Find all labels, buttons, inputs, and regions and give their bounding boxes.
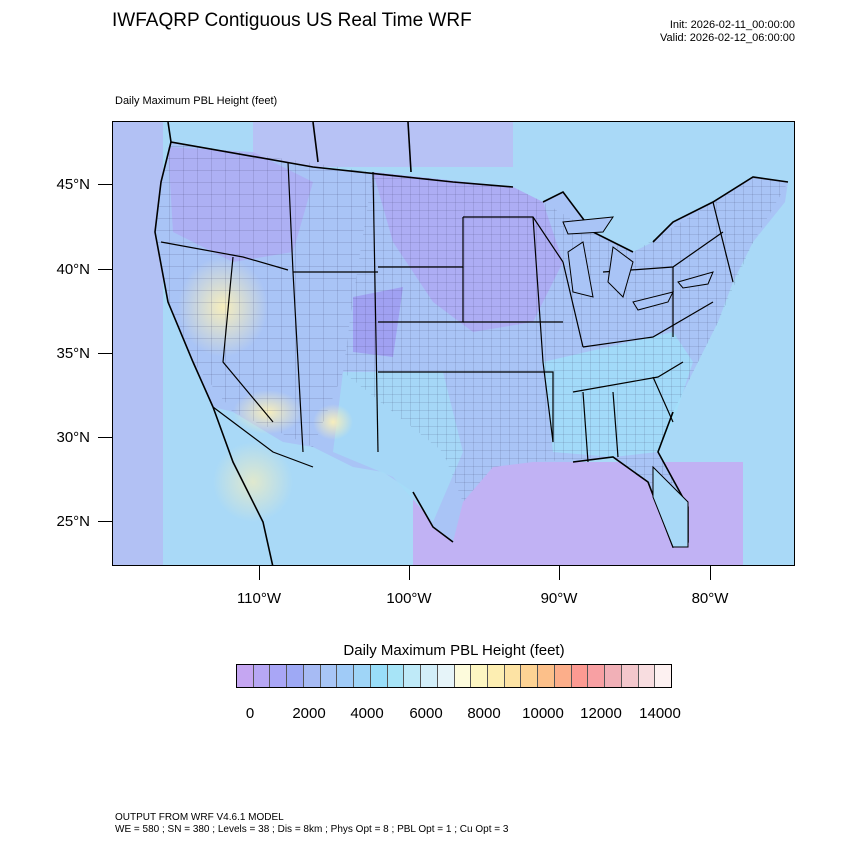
- florida-peninsula: [652, 465, 689, 548]
- map-svg: [113, 122, 794, 565]
- valid-time: Valid: 2026-02-12_06:00:00: [660, 32, 795, 44]
- colorbar-swatch: [370, 665, 388, 687]
- colorbar-swatch: [504, 665, 522, 687]
- coastlines: [154, 122, 789, 565]
- field-label: Daily Maximum PBL Height (feet): [115, 95, 278, 107]
- colorbar-swatch: [237, 665, 254, 687]
- colorbar-swatch: [421, 665, 438, 687]
- model-footer: OUTPUT FROM WRF V4.6.1 MODEL WE = 580 ; …: [115, 812, 508, 836]
- lon-tick: [409, 566, 410, 580]
- lat-tick: [98, 437, 112, 438]
- lat-label-45n: 45°N: [56, 176, 90, 193]
- lon-tick: [710, 566, 711, 580]
- lon-label-90w: 90°W: [540, 590, 578, 607]
- model-version: OUTPUT FROM WRF V4.6.1 MODEL: [115, 812, 284, 823]
- colorbar-swatch: [320, 665, 338, 687]
- colorbar-label: 0: [245, 705, 255, 722]
- colorbar-swatch: [605, 665, 622, 687]
- lat-tick: [98, 184, 112, 185]
- colorbar-label: 2000: [292, 705, 326, 722]
- colorbar-swatch: [638, 665, 656, 687]
- colorbar-swatch: [488, 665, 505, 687]
- colorbar-swatch: [621, 665, 639, 687]
- colorbar: [236, 664, 672, 688]
- pacific-water: [113, 122, 163, 565]
- lat-tick: [98, 353, 112, 354]
- colorbar-swatch: [471, 665, 489, 687]
- colorbar-label: 14000: [639, 705, 681, 722]
- colorbar-label: 4000: [350, 705, 384, 722]
- colorbar-swatch: [588, 665, 606, 687]
- colorbar-swatch: [454, 665, 472, 687]
- colorbar-swatch: [521, 665, 539, 687]
- lat-label-35n: 35°N: [56, 345, 90, 362]
- colorbar-swatch: [387, 665, 405, 687]
- lon-tick: [559, 566, 560, 580]
- lon-tick: [259, 566, 260, 580]
- lat-tick: [98, 521, 112, 522]
- county-lines-east: [343, 172, 788, 547]
- colorbar-swatch: [437, 665, 455, 687]
- lon-label-80w: 80°W: [691, 590, 729, 607]
- colorbar-label: 6000: [409, 705, 443, 722]
- state-borders: [160, 161, 734, 468]
- lon-label-100w: 100°W: [386, 590, 432, 607]
- colorbar-swatch: [303, 665, 321, 687]
- lat-label-25n: 25°N: [56, 513, 90, 530]
- lat-tick: [98, 269, 112, 270]
- great-lakes: [562, 216, 714, 311]
- colorbar-swatch: [253, 665, 271, 687]
- lat-label-40n: 40°N: [56, 261, 90, 278]
- colorbar-swatch: [270, 665, 288, 687]
- colorbar-label: 8000: [467, 705, 501, 722]
- colorbar-swatch: [287, 665, 304, 687]
- lon-label-110w: 110°W: [236, 590, 282, 607]
- map-plot: [112, 121, 795, 566]
- colorbar-swatch: [571, 665, 589, 687]
- colorbar-swatch: [404, 665, 422, 687]
- map-title: IWFAQRP Contiguous US Real Time WRF: [112, 10, 472, 31]
- colorbar-swatch: [554, 665, 572, 687]
- colorbar-label: 12000: [580, 705, 622, 722]
- baja-warm: [213, 442, 293, 522]
- lat-label-30n: 30°N: [56, 429, 90, 446]
- colorbar-swatch: [337, 665, 355, 687]
- county-lines-west: [155, 142, 373, 447]
- model-config: WE = 580 ; SN = 380 ; Levels = 38 ; Dis …: [115, 824, 509, 835]
- colorbar-swatch: [538, 665, 555, 687]
- canada-top: [253, 122, 513, 167]
- colorbar-title: Daily Maximum PBL Height (feet): [343, 642, 565, 659]
- colorbar-swatch: [354, 665, 371, 687]
- run-times: Init: 2026-02-11_00:00:00 Valid: 2026-02…: [660, 19, 795, 45]
- colorbar-label: 10000: [522, 705, 564, 722]
- init-time: Init: 2026-02-11_00:00:00: [669, 19, 795, 31]
- colorbar-swatch: [655, 665, 672, 687]
